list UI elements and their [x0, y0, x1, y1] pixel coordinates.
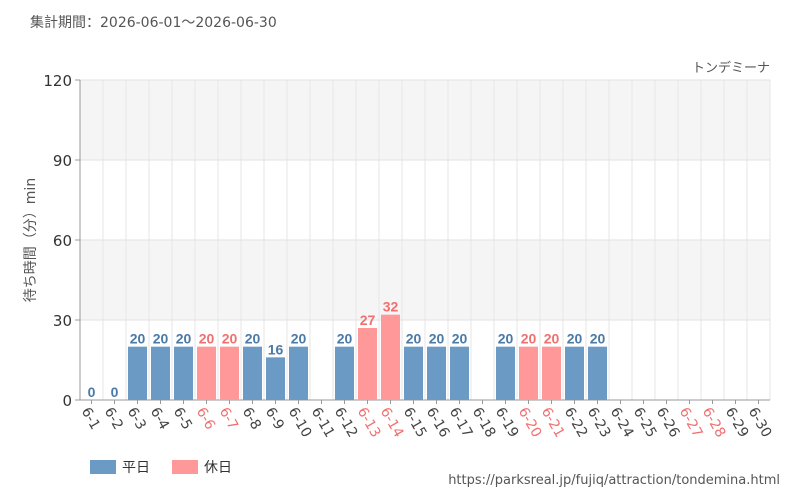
- y-tick-label: 30: [53, 312, 72, 330]
- bar: [243, 346, 262, 400]
- bar: [496, 346, 515, 400]
- bar: [381, 314, 400, 400]
- x-tick-label: 6-28: [699, 405, 729, 441]
- y-tick-label: 60: [53, 232, 72, 250]
- x-tick-label: 6-26: [653, 405, 683, 441]
- x-tick-label: 6-12: [331, 405, 361, 441]
- bar: [542, 346, 561, 400]
- bar-value-label: 20: [337, 331, 353, 347]
- source-url: https://parksreal.jp/fujiq/attraction/to…: [448, 473, 780, 488]
- bar-value-label: 20: [521, 331, 537, 347]
- y-tick-label: 0: [62, 392, 72, 410]
- bar: [151, 346, 170, 400]
- chart-title: トンデミーナ: [692, 60, 770, 76]
- x-tick-label: 6-23: [584, 405, 614, 441]
- bar: [404, 346, 423, 400]
- bar: [565, 346, 584, 400]
- x-tick-label: 6-14: [377, 405, 407, 441]
- bar: [358, 328, 377, 400]
- x-tick-label: 6-29: [722, 405, 752, 441]
- legend-label-weekday: 平日: [122, 460, 150, 476]
- bar: [128, 346, 147, 400]
- bar-value-label: 20: [199, 331, 215, 347]
- x-tick-label: 6-7: [216, 405, 241, 433]
- legend-swatch-weekday: [90, 460, 116, 474]
- x-tick-label: 6-16: [423, 405, 453, 441]
- y-axis-label: 待ち時間（分）min: [23, 178, 39, 302]
- bar: [450, 346, 469, 400]
- bar-value-label: 32: [383, 299, 399, 315]
- bar: [519, 346, 538, 400]
- bar-value-label: 20: [406, 331, 422, 347]
- bar-value-label: 20: [452, 331, 468, 347]
- x-tick-label: 6-11: [308, 405, 338, 441]
- bar: [197, 346, 216, 400]
- bar: [220, 346, 239, 400]
- x-tick-label: 6-21: [538, 405, 568, 441]
- bar-value-label: 20: [153, 331, 169, 347]
- bar-value-label: 20: [291, 331, 307, 347]
- x-tick-label: 6-22: [561, 405, 591, 441]
- bar-value-label: 20: [498, 331, 514, 347]
- bar-value-label: 20: [245, 331, 261, 347]
- x-tick-label: 6-6: [193, 405, 218, 433]
- bar: [335, 346, 354, 400]
- x-tick-label: 6-13: [354, 405, 384, 441]
- bar-value-label: 20: [222, 331, 238, 347]
- bar-value-label: 0: [111, 384, 119, 400]
- y-tick-label: 120: [43, 72, 72, 90]
- x-tick-label: 6-9: [262, 405, 287, 433]
- bar: [588, 346, 607, 400]
- bar-value-label: 20: [176, 331, 192, 347]
- bar-value-label: 0: [88, 384, 96, 400]
- x-tick-label: 6-15: [400, 405, 430, 441]
- x-tick-label: 6-5: [170, 405, 195, 433]
- bar: [289, 346, 308, 400]
- legend-swatch-holiday: [172, 460, 198, 474]
- bar-value-label: 20: [544, 331, 560, 347]
- x-tick-label: 6-10: [285, 405, 315, 441]
- x-tick-label: 6-3: [124, 405, 149, 433]
- x-tick-label: 6-19: [492, 405, 522, 441]
- legend-label-holiday: 休日: [204, 460, 232, 476]
- period-label: 集計期間：2026-06-01～2026-06-30: [30, 15, 277, 31]
- x-tick-label: 6-17: [446, 405, 476, 441]
- x-tick-label: 6-27: [676, 405, 706, 441]
- x-tick-label: 6-1: [78, 405, 103, 433]
- bar-value-label: 20: [590, 331, 606, 347]
- bar-value-label: 27: [360, 312, 376, 328]
- x-tick-label: 6-30: [745, 405, 775, 441]
- bar-value-label: 16: [268, 341, 284, 357]
- legend-item-holiday: 休日: [172, 457, 232, 477]
- bar: [427, 346, 446, 400]
- bar-value-label: 20: [567, 331, 583, 347]
- bar-value-label: 20: [130, 331, 146, 347]
- bar-value-label: 20: [429, 331, 445, 347]
- x-tick-label: 6-2: [101, 405, 126, 433]
- bar: [174, 346, 193, 400]
- y-tick-label: 90: [53, 152, 72, 170]
- x-tick-label: 6-24: [607, 405, 637, 441]
- x-tick-label: 6-4: [147, 405, 172, 433]
- x-tick-label: 6-20: [515, 405, 545, 441]
- x-tick-label: 6-8: [239, 405, 264, 433]
- x-tick-label: 6-18: [469, 405, 499, 441]
- bar: [266, 357, 285, 400]
- legend: 平日 休日: [90, 457, 232, 477]
- legend-item-weekday: 平日: [90, 457, 150, 477]
- x-tick-label: 6-25: [630, 405, 660, 441]
